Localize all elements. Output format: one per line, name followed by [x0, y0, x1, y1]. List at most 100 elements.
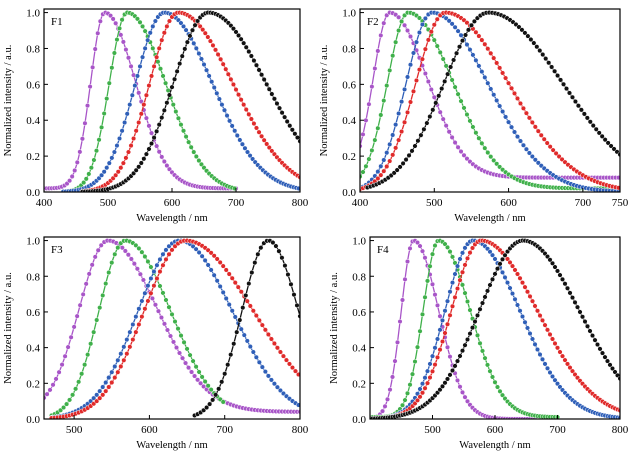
- data-point: [216, 96, 222, 102]
- y-tick-label: 1.0: [352, 236, 366, 248]
- data-point: [425, 78, 431, 85]
- data-point: [256, 317, 262, 323]
- data-point: [259, 322, 265, 328]
- data-point: [253, 313, 259, 319]
- y-axis-label: Normalized intensity / a.u.: [3, 272, 14, 384]
- data-point: [141, 102, 147, 108]
- data-point: [241, 332, 247, 338]
- data-point: [271, 381, 277, 387]
- data-point: [224, 113, 230, 119]
- data-point: [125, 252, 131, 258]
- data-point: [130, 337, 136, 343]
- data-point: [122, 120, 128, 126]
- data-point: [569, 295, 576, 301]
- data-point: [192, 373, 198, 379]
- data-point: [462, 394, 468, 400]
- data-point: [124, 351, 130, 357]
- data-point: [507, 259, 513, 265]
- data-point: [289, 365, 296, 371]
- data-point: [99, 172, 105, 178]
- plot-frame: [43, 236, 301, 420]
- y-tick-label: 0.0: [342, 187, 356, 199]
- y-tick-label: 0.8: [26, 43, 40, 55]
- data-point: [220, 61, 226, 67]
- data-point: [575, 103, 581, 109]
- data-point: [419, 248, 426, 254]
- data-point: [229, 275, 235, 281]
- data-point: [125, 149, 132, 155]
- data-point: [564, 285, 571, 291]
- series-2: [48, 238, 226, 419]
- data-point: [238, 36, 244, 42]
- data-point: [366, 156, 372, 162]
- data-point: [449, 367, 456, 374]
- y-tick-label: 0.0: [26, 187, 40, 199]
- data-point: [199, 253, 205, 259]
- data-point: [118, 165, 124, 171]
- data-point: [155, 308, 161, 314]
- data-point: [151, 135, 157, 141]
- data-point: [399, 99, 405, 105]
- data-point: [236, 92, 242, 98]
- data-point: [198, 380, 204, 386]
- x-tick-label: 700: [575, 197, 592, 209]
- data-point: [437, 327, 443, 333]
- data-point: [564, 361, 571, 367]
- data-point: [489, 252, 496, 258]
- data-point: [248, 116, 254, 122]
- data-point: [104, 96, 110, 102]
- data-point: [504, 256, 511, 262]
- data-point: [120, 39, 126, 45]
- data-point: [160, 251, 166, 257]
- data-point: [491, 92, 497, 98]
- series-line: [360, 11, 620, 190]
- x-axis-label: Wavelength / nm: [136, 213, 207, 224]
- data-point: [402, 22, 408, 28]
- data-point: [79, 136, 85, 142]
- data-point: [133, 128, 139, 134]
- y-axis-label: Normalized intensity / a.u.: [319, 45, 330, 157]
- data-point: [462, 262, 468, 268]
- data-point: [375, 48, 381, 54]
- data-point: [457, 277, 463, 283]
- data-point: [184, 346, 190, 352]
- data-point: [527, 293, 533, 299]
- data-point: [529, 119, 535, 125]
- data-point: [95, 30, 101, 36]
- panel-label: F2: [367, 16, 379, 28]
- data-point: [116, 25, 123, 31]
- data-point: [419, 311, 426, 317]
- data-point: [207, 401, 213, 407]
- data-point: [384, 396, 391, 402]
- data-point: [152, 302, 158, 308]
- data-point: [512, 267, 518, 273]
- data-point: [277, 349, 283, 355]
- data-point: [462, 32, 469, 38]
- data-point: [522, 319, 528, 325]
- x-tick-label: 500: [66, 424, 83, 436]
- data-point: [599, 350, 606, 356]
- data-point: [266, 86, 272, 92]
- data-point: [65, 344, 71, 350]
- data-point: [390, 152, 396, 158]
- data-point: [145, 298, 151, 304]
- data-point: [132, 83, 138, 89]
- data-point: [464, 111, 470, 118]
- data-point: [133, 329, 139, 335]
- data-point: [282, 114, 288, 120]
- data-point: [174, 68, 180, 74]
- y-tick-label: 0.6: [342, 79, 356, 91]
- data-point: [115, 357, 121, 363]
- data-point: [469, 325, 476, 331]
- data-point: [159, 115, 165, 121]
- data-point: [160, 73, 166, 79]
- data-point: [492, 256, 498, 262]
- data-point: [163, 297, 169, 303]
- data-point: [487, 368, 493, 374]
- data-point: [141, 156, 147, 162]
- data-point: [477, 340, 483, 346]
- data-point: [499, 256, 506, 262]
- data-point: [476, 135, 482, 141]
- data-point: [226, 302, 232, 308]
- data-point: [259, 72, 265, 78]
